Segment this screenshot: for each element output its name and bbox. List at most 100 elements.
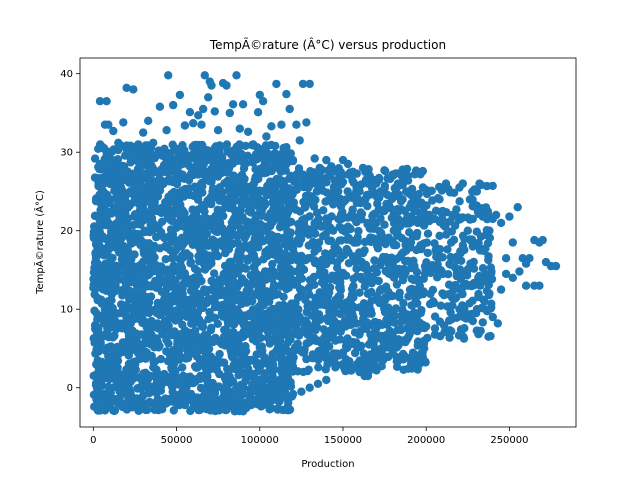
data-point: [106, 230, 116, 239]
data-point: [283, 234, 292, 243]
data-point: [348, 313, 357, 322]
data-point: [195, 233, 204, 242]
data-point: [182, 174, 191, 183]
data-point: [90, 230, 100, 239]
data-point: [114, 138, 123, 147]
data-point: [161, 255, 170, 264]
data-point: [145, 385, 154, 394]
data-point: [99, 403, 108, 412]
data-point: [104, 297, 113, 306]
data-point: [508, 273, 517, 282]
data-point: [232, 212, 241, 221]
data-point: [157, 373, 166, 383]
data-point: [447, 238, 456, 247]
data-point: [98, 285, 108, 294]
data-point: [211, 293, 220, 302]
data-point: [192, 220, 201, 229]
data-point: [248, 276, 258, 285]
data-point: [328, 226, 338, 235]
data-point: [376, 214, 385, 223]
data-point: [301, 316, 310, 325]
data-point: [311, 195, 320, 205]
data-point: [129, 149, 138, 159]
data-point: [333, 272, 342, 282]
data-point: [197, 322, 206, 331]
data-point: [406, 243, 415, 252]
data-point: [508, 238, 517, 247]
data-point: [208, 184, 218, 193]
data-point: [277, 264, 286, 273]
data-point: [212, 250, 221, 260]
data-point: [298, 79, 308, 89]
data-point: [484, 255, 493, 265]
data-point: [102, 97, 111, 106]
data-point: [200, 285, 209, 294]
data-point: [423, 333, 432, 343]
data-point: [302, 254, 311, 264]
data-point: [207, 153, 216, 162]
data-point: [251, 150, 261, 159]
data-point: [223, 301, 232, 311]
data-point: [363, 201, 372, 211]
data-point: [451, 280, 460, 290]
data-point: [319, 293, 329, 303]
data-point: [204, 93, 213, 102]
data-point: [488, 181, 497, 191]
chart-title: TempÃ©rature (Â°C) versus production: [209, 37, 446, 52]
data-point: [276, 282, 286, 291]
data-point: [485, 226, 494, 235]
data-point: [138, 282, 148, 292]
data-point: [91, 197, 101, 206]
data-point: [166, 352, 175, 361]
data-point: [384, 233, 393, 242]
data-point: [195, 169, 204, 179]
data-point: [228, 340, 237, 349]
data-point: [163, 212, 173, 222]
data-point: [292, 120, 301, 129]
data-point: [113, 218, 122, 228]
data-point: [320, 268, 329, 277]
data-point: [198, 182, 207, 191]
data-point: [368, 210, 378, 220]
data-point: [90, 338, 99, 347]
data-point: [133, 157, 142, 166]
data-point: [197, 296, 207, 306]
data-point: [203, 253, 212, 263]
data-point: [157, 287, 166, 296]
data-point: [95, 164, 104, 174]
data-point: [356, 272, 366, 282]
x-tick-label: 0: [90, 435, 96, 446]
data-point: [313, 379, 323, 388]
data-point: [437, 214, 447, 223]
data-point: [213, 403, 223, 412]
data-point: [356, 208, 365, 217]
data-point: [108, 303, 117, 313]
data-point: [274, 255, 283, 264]
data-point: [142, 270, 151, 279]
data-point: [96, 296, 105, 305]
data-point: [538, 235, 547, 245]
data-point: [306, 167, 315, 176]
data-point: [90, 211, 100, 220]
data-point: [409, 275, 418, 285]
data-point: [400, 271, 409, 280]
data-point: [280, 210, 289, 220]
data-point: [100, 175, 109, 185]
data-point: [168, 140, 177, 149]
data-point: [338, 360, 348, 369]
data-point: [270, 201, 279, 210]
data-point: [385, 203, 394, 212]
data-point: [430, 312, 440, 321]
data-point: [126, 141, 135, 150]
data-point: [145, 147, 154, 156]
data-point: [238, 407, 248, 416]
data-point: [347, 290, 357, 299]
data-point: [106, 388, 115, 398]
data-point: [299, 218, 308, 227]
data-point: [277, 120, 286, 129]
data-point: [104, 352, 113, 361]
data-point: [505, 212, 514, 221]
data-point: [126, 236, 135, 245]
data-point: [515, 267, 524, 276]
data-point: [117, 170, 127, 179]
